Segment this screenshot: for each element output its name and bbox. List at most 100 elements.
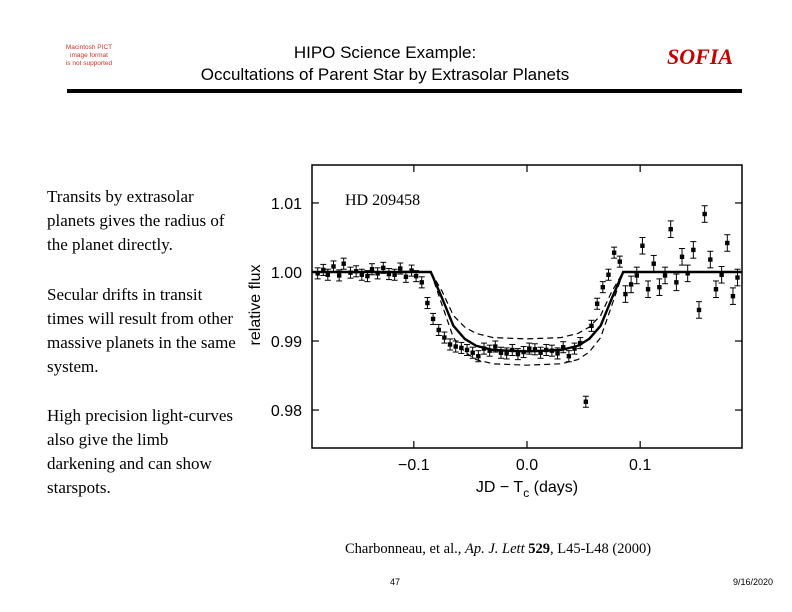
data-point bbox=[430, 312, 437, 325]
pict-placeholder-line: is not supported bbox=[65, 60, 113, 67]
data-point-marker bbox=[442, 335, 447, 340]
data-point-marker bbox=[321, 267, 326, 273]
data-point bbox=[435, 323, 442, 336]
data-point bbox=[543, 343, 550, 357]
data-point-marker bbox=[577, 340, 583, 346]
data-point-marker bbox=[544, 347, 549, 353]
x-axis-label-suffix: (days) bbox=[529, 479, 578, 496]
data-point bbox=[458, 341, 465, 354]
data-point-marker bbox=[403, 274, 409, 280]
data-point-marker bbox=[504, 351, 509, 356]
data-point bbox=[577, 337, 584, 350]
data-point bbox=[554, 347, 561, 360]
y-axis-label: relative flux bbox=[247, 265, 264, 346]
page-number: 47 bbox=[390, 577, 401, 587]
data-point-marker bbox=[561, 345, 566, 350]
x-axis-label: JD − Tc (days) bbox=[476, 479, 578, 500]
x-axis-label-main: JD − T bbox=[476, 479, 524, 496]
data-point bbox=[729, 287, 736, 305]
data-point-marker bbox=[375, 271, 380, 276]
pict-placeholder-image: Macintosh PICT image format is not suppo… bbox=[58, 44, 120, 72]
data-point bbox=[353, 265, 360, 278]
data-point bbox=[656, 278, 663, 296]
data-point bbox=[712, 280, 719, 299]
data-point bbox=[622, 285, 629, 303]
data-point-marker bbox=[409, 268, 414, 273]
data-point bbox=[509, 343, 516, 357]
model-envelope-line bbox=[430, 271, 624, 340]
data-point-marker bbox=[392, 272, 397, 277]
data-point bbox=[588, 319, 595, 332]
data-point bbox=[314, 267, 321, 280]
data-point-marker bbox=[691, 247, 696, 253]
data-point-marker bbox=[640, 243, 645, 248]
data-point bbox=[469, 346, 476, 359]
citation-pages: , L45-L48 (2000) bbox=[549, 541, 652, 557]
data-point-marker bbox=[419, 280, 424, 285]
model-envelope-line bbox=[430, 271, 624, 366]
data-point bbox=[734, 268, 741, 287]
data-point-marker bbox=[447, 342, 453, 347]
data-point bbox=[413, 270, 420, 283]
data-point-marker bbox=[336, 273, 342, 278]
data-point-marker bbox=[594, 301, 600, 306]
citation-journal: Ap. J. Lett bbox=[465, 541, 525, 557]
data-point-marker bbox=[679, 254, 685, 260]
data-point-marker bbox=[634, 273, 639, 278]
x-tick-label: −0.1 bbox=[398, 457, 430, 474]
data-point bbox=[684, 264, 691, 283]
data-point-marker bbox=[315, 271, 320, 276]
data-point-marker bbox=[600, 284, 606, 290]
data-point-marker bbox=[708, 257, 713, 262]
data-point bbox=[374, 267, 381, 280]
data-point bbox=[397, 262, 404, 275]
data-point-marker bbox=[628, 282, 634, 287]
y-tick-label: 0.99 bbox=[271, 334, 302, 351]
data-point bbox=[447, 338, 454, 351]
data-point bbox=[599, 281, 606, 294]
data-point-marker bbox=[453, 344, 458, 349]
data-point bbox=[667, 220, 674, 238]
data-point-marker bbox=[481, 346, 487, 351]
y-tick-label: 0.98 bbox=[271, 403, 302, 420]
data-point bbox=[633, 266, 640, 285]
slide-title: HIPO Science Example: Occultations of Pa… bbox=[150, 42, 620, 86]
data-point-marker bbox=[713, 287, 719, 292]
data-point bbox=[330, 260, 337, 273]
data-point bbox=[662, 266, 669, 285]
data-point bbox=[418, 276, 425, 289]
x-tick-label: 0.1 bbox=[629, 457, 651, 474]
data-point bbox=[520, 346, 527, 359]
data-point-marker bbox=[470, 350, 475, 355]
data-point-marker bbox=[730, 293, 736, 299]
light-curve-chart: −0.1 0.0 0.1 0.98 0.99 1.00 1.01 HD 209458 re… bbox=[247, 164, 743, 500]
data-point-marker bbox=[572, 346, 577, 351]
data-point bbox=[679, 248, 686, 266]
data-point-marker bbox=[555, 351, 560, 356]
data-point-marker bbox=[365, 273, 370, 279]
data-point bbox=[340, 257, 347, 270]
data-point bbox=[605, 268, 612, 281]
data-point bbox=[616, 255, 623, 268]
data-point bbox=[385, 268, 392, 281]
data-point bbox=[481, 342, 487, 355]
x-axis-label-subscript: c bbox=[523, 486, 529, 500]
data-point-marker bbox=[645, 287, 651, 292]
data-point-marker bbox=[521, 349, 526, 355]
data-point-marker bbox=[685, 271, 690, 276]
data-point-marker bbox=[436, 327, 441, 333]
data-point-marker bbox=[515, 351, 521, 357]
data-point-marker bbox=[532, 347, 538, 352]
data-point bbox=[582, 395, 589, 408]
data-point bbox=[497, 346, 504, 359]
data-point-marker bbox=[353, 269, 359, 274]
data-point bbox=[690, 241, 697, 259]
paragraph-secular-drifts: Secular drifts in transit times will res… bbox=[47, 285, 236, 376]
data-point-marker bbox=[662, 273, 668, 278]
data-point-marker bbox=[657, 284, 662, 290]
data-point bbox=[696, 301, 702, 319]
footer-date: 9/16/2020 bbox=[733, 577, 774, 587]
data-point bbox=[364, 270, 371, 283]
model-fit-line bbox=[312, 270, 742, 353]
data-point bbox=[560, 341, 567, 354]
